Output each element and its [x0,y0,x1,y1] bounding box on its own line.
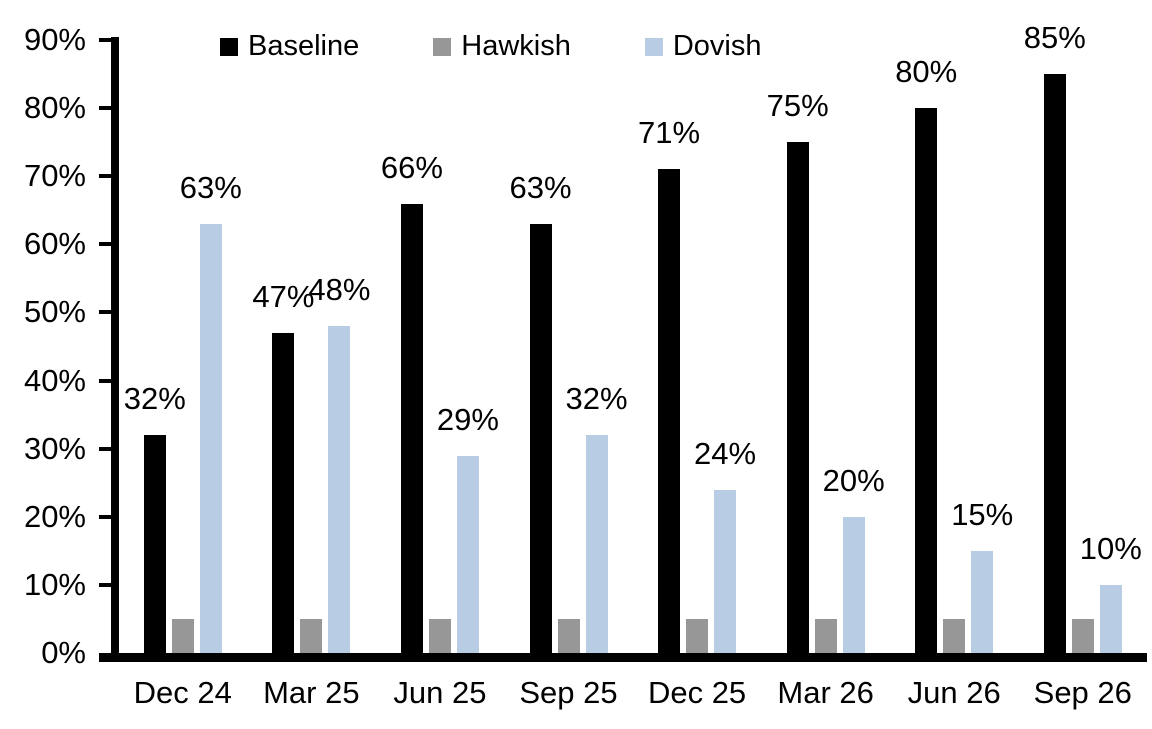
y-axis-tick-label: 80% [23,90,86,126]
x-axis-category-label: Jun 26 [907,675,1001,710]
x-axis-category-label: Dec 24 [133,675,232,710]
bar-baseline-jun-25 [400,203,423,653]
y-axis-tick-label: 10% [23,566,86,602]
y-axis-tick [99,514,112,519]
legend-item-dovish: Dovish [644,30,762,63]
y-axis-tick-label: 20% [23,498,86,534]
bar-baseline-sep-25 [529,223,552,653]
bar-hawkish-sep-25 [557,618,580,653]
y-axis-tick-label: 0% [41,635,86,670]
bar-baseline-dec-25 [658,169,681,653]
bar-baseline-dec-24 [143,435,166,653]
bar-dovish-dec-25 [714,489,737,653]
chart-legend: Baseline Hawkish Dovish [220,30,762,63]
legend-swatch-dovish [644,37,663,56]
bar-baseline-mar-25 [272,332,295,653]
x-axis-category-label: Sep 25 [519,675,618,710]
data-label-baseline-dec-24: 32% [123,381,186,416]
bar-group-dec-25: 71% 24% [638,40,756,653]
data-label-dovish-mar-26: 20% [822,462,885,498]
y-axis-tick-label: 30% [23,430,86,466]
bar-group-jun-26: 80% 15% [895,40,1013,653]
y-axis-tick [99,174,112,179]
bar-baseline-mar-26 [786,142,809,653]
legend-swatch-hawkish [433,37,452,56]
data-label-baseline-jun-26: 80% [895,54,958,90]
data-label-dovish-mar-25: 48% [308,272,371,308]
legend-item-hawkish: Hawkish [433,30,571,63]
data-label-baseline-mar-25: 47% [252,278,315,314]
bar-baseline-sep-26 [1043,74,1066,653]
y-axis-tick-label: 40% [23,362,86,398]
bar-group-mar-26: 75% 20% [767,40,885,653]
y-axis-tick [99,38,112,42]
plot-area: 32% 63% 47% 48% 66% 29% 63% 32% 71% 24% 75% 20% 80% 1… [0,22,1152,653]
y-axis-tick-label: 70% [23,158,86,194]
y-axis-tick [99,378,112,383]
bar-hawkish-mar-26 [814,618,837,653]
legend-label-dovish: Dovish [672,30,762,62]
x-axis-category-label: Dec 25 [647,675,747,710]
bar-dovish-sep-25 [585,435,608,653]
y-axis-tick [99,310,112,315]
bar-group-mar-25: 47% 48% [252,40,370,653]
data-label-dovish-dec-24: 63% [179,169,242,205]
x-axis-category-label: Jun 25 [393,675,487,710]
bar-dovish-sep-26 [1099,584,1122,653]
data-label-baseline-sep-25: 63% [509,169,572,205]
legend-swatch-baseline [220,37,238,56]
y-axis-tick [99,106,112,111]
bar-group-jun-25: 66% 29% [381,40,499,653]
x-axis-category-label: Mar 26 [777,675,874,710]
y-axis-tick-label: 60% [23,226,86,262]
bar-dovish-mar-26 [842,516,865,653]
bar-hawkish-jun-25 [428,618,451,653]
legend-label-hawkish: Hawkish [461,30,571,62]
bar-baseline-jun-26 [915,108,938,653]
y-axis-tick [99,242,112,247]
x-axis-line [99,653,1147,662]
bar-dovish-dec-24 [199,223,222,653]
bar-hawkish-mar-25 [300,618,323,653]
y-axis-tick-label: 90% [23,22,86,57]
legend-label-baseline: Baseline [248,30,360,62]
x-axis-category-label: Sep 26 [1033,675,1132,710]
bar-group-sep-26: 85% 10% [1024,22,1142,653]
bar-hawkish-dec-24 [171,618,194,653]
bar-hawkish-dec-25 [686,618,709,653]
y-axis-tick [99,582,112,587]
y-axis-tick [99,446,112,451]
y-axis-line [111,37,119,662]
bar-group-sep-25: 63% 32% [509,40,628,653]
bar-dovish-jun-25 [456,455,479,653]
data-label-baseline-sep-26: 85% [1023,20,1086,56]
bar-group-dec-24: 32% 63% [124,40,242,653]
data-label-dovish-sep-26: 10% [1079,530,1142,566]
x-axis-category-label: Mar 25 [263,675,360,710]
data-label-baseline-dec-25: 71% [638,115,701,151]
data-label-dovish-jun-26: 15% [951,496,1014,532]
data-label-dovish-sep-25: 32% [565,381,628,416]
data-label-dovish-jun-25: 29% [436,401,499,437]
y-axis-tick-label: 50% [23,294,86,330]
bar-hawkish-jun-26 [943,618,966,653]
data-label-baseline-jun-25: 66% [380,149,443,185]
data-label-baseline-mar-26: 75% [766,88,829,124]
bar-hawkish-sep-26 [1071,618,1094,653]
legend-item-baseline: Baseline [220,30,359,63]
bar-dovish-jun-26 [971,550,994,653]
bar-dovish-mar-25 [328,326,351,653]
data-label-dovish-dec-25: 24% [694,435,757,471]
